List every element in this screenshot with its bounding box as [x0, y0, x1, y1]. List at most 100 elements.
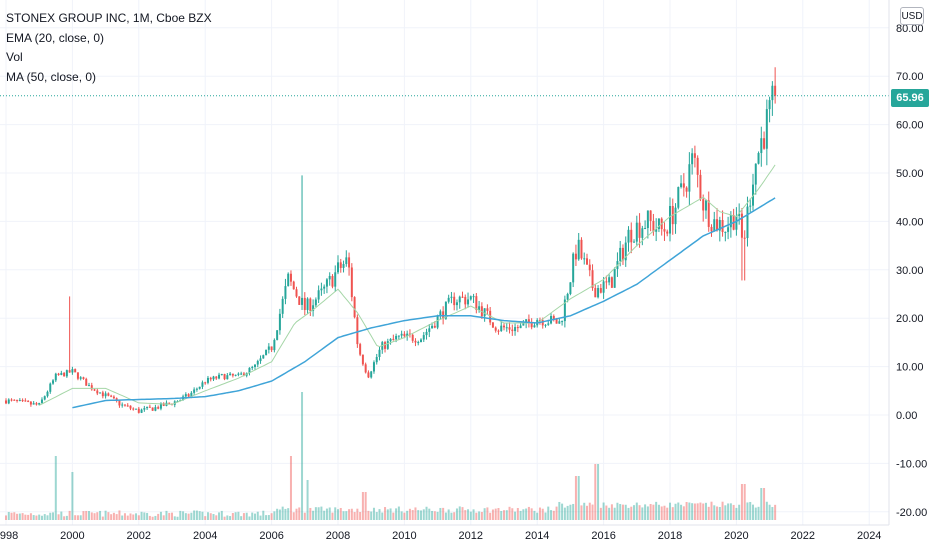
volume-bar	[417, 510, 420, 520]
candle-body	[508, 327, 511, 330]
candle-body	[461, 296, 464, 298]
volume-bar	[13, 512, 16, 520]
volume-bar	[18, 513, 21, 520]
volume-bar	[663, 505, 666, 520]
candle-body	[738, 213, 741, 216]
volume-bar	[746, 502, 749, 520]
candle-body	[96, 390, 99, 394]
candle-body	[79, 377, 82, 379]
candle-body	[195, 388, 198, 390]
volume-bar	[231, 513, 234, 520]
volume-bar	[505, 510, 508, 520]
candle-body	[184, 394, 187, 397]
volume-bar	[550, 510, 553, 520]
volume-bar	[262, 510, 265, 520]
ema-indicator-label[interactable]: EMA (20, close, 0)	[6, 30, 105, 45]
candle-body	[240, 373, 243, 375]
candle-body	[682, 183, 685, 188]
candle-body	[729, 215, 732, 228]
candle-body	[361, 354, 364, 365]
candle-body	[444, 301, 447, 319]
volume-bar	[561, 503, 564, 520]
volume-bar	[82, 511, 85, 520]
volume-bar	[572, 503, 575, 520]
volume-bar	[743, 484, 746, 520]
candle-body	[99, 392, 102, 394]
volume-bar	[660, 506, 663, 520]
candle-body	[503, 325, 505, 328]
candle-body	[348, 257, 351, 268]
candle-body	[666, 231, 669, 234]
candle-body	[453, 296, 456, 306]
candle-body	[746, 206, 749, 239]
volume-bar	[503, 510, 505, 520]
volume-bar	[735, 507, 738, 520]
candle-body	[740, 213, 743, 238]
volume-bar	[68, 510, 71, 520]
candle-body	[301, 297, 304, 305]
volume-bar	[242, 513, 245, 520]
ma-50-line	[72, 197, 776, 409]
candle-body	[680, 183, 683, 188]
volume-indicator-label[interactable]: Vol	[6, 50, 23, 64]
y-tick-label: 20.00	[896, 313, 924, 325]
volume-bar	[431, 510, 434, 520]
volume-bar	[638, 505, 641, 520]
currency-button[interactable]: USD	[900, 7, 924, 25]
candle-body	[710, 226, 713, 232]
candle-body	[403, 333, 406, 337]
volume-bar	[284, 508, 287, 520]
volume-bar	[657, 504, 660, 520]
volume-bar	[525, 508, 528, 520]
volume-bar	[179, 510, 182, 520]
volume-bar	[165, 510, 168, 520]
volume-bar	[702, 503, 705, 520]
volume-bar	[345, 511, 348, 520]
symbol-title[interactable]: STONEX GROUP INC, 1M, Cboe BZX	[6, 11, 212, 25]
volume-bar	[633, 505, 636, 520]
volume-bar	[16, 513, 19, 520]
candle-body	[231, 373, 234, 376]
volume-bar	[403, 512, 406, 520]
candle-body	[384, 342, 387, 349]
volume-bar	[392, 512, 395, 520]
ma-indicator-label[interactable]: MA (50, close, 0)	[6, 69, 97, 84]
volume-bar	[135, 513, 138, 520]
volume-bar	[644, 504, 647, 520]
x-tick-label: 1998	[0, 530, 18, 542]
candle-body	[583, 258, 586, 260]
candle-body	[702, 199, 705, 211]
candle-body	[378, 349, 381, 357]
volume-bar	[704, 502, 707, 520]
volume-bar	[367, 510, 370, 520]
volume-bar	[38, 514, 41, 520]
volume-bar	[693, 503, 696, 520]
candle-body	[525, 319, 528, 324]
volume-bar	[312, 510, 315, 520]
volume-bar	[677, 502, 680, 520]
volume-bar	[469, 511, 472, 520]
candle-body	[82, 377, 85, 379]
candle-body	[500, 325, 503, 331]
volume-bar	[76, 515, 79, 520]
volume-bar	[40, 515, 43, 520]
candle-body	[397, 335, 400, 337]
candle-body	[552, 316, 555, 320]
volume-bar	[547, 506, 550, 520]
volume-bar	[298, 507, 301, 520]
volume-bar	[126, 515, 129, 520]
volume-bar	[107, 512, 110, 520]
candle-body	[763, 138, 766, 149]
volume-bar	[353, 512, 356, 520]
candle-body	[633, 241, 636, 243]
volume-bar	[420, 510, 422, 520]
candle-body	[527, 319, 530, 323]
volume-bar	[740, 484, 743, 520]
volume-bar	[530, 508, 533, 520]
candle-body	[566, 293, 569, 300]
volume-bar	[85, 510, 88, 520]
candle-body	[284, 286, 287, 299]
candle-body	[320, 288, 323, 291]
volume-bar	[104, 510, 107, 520]
